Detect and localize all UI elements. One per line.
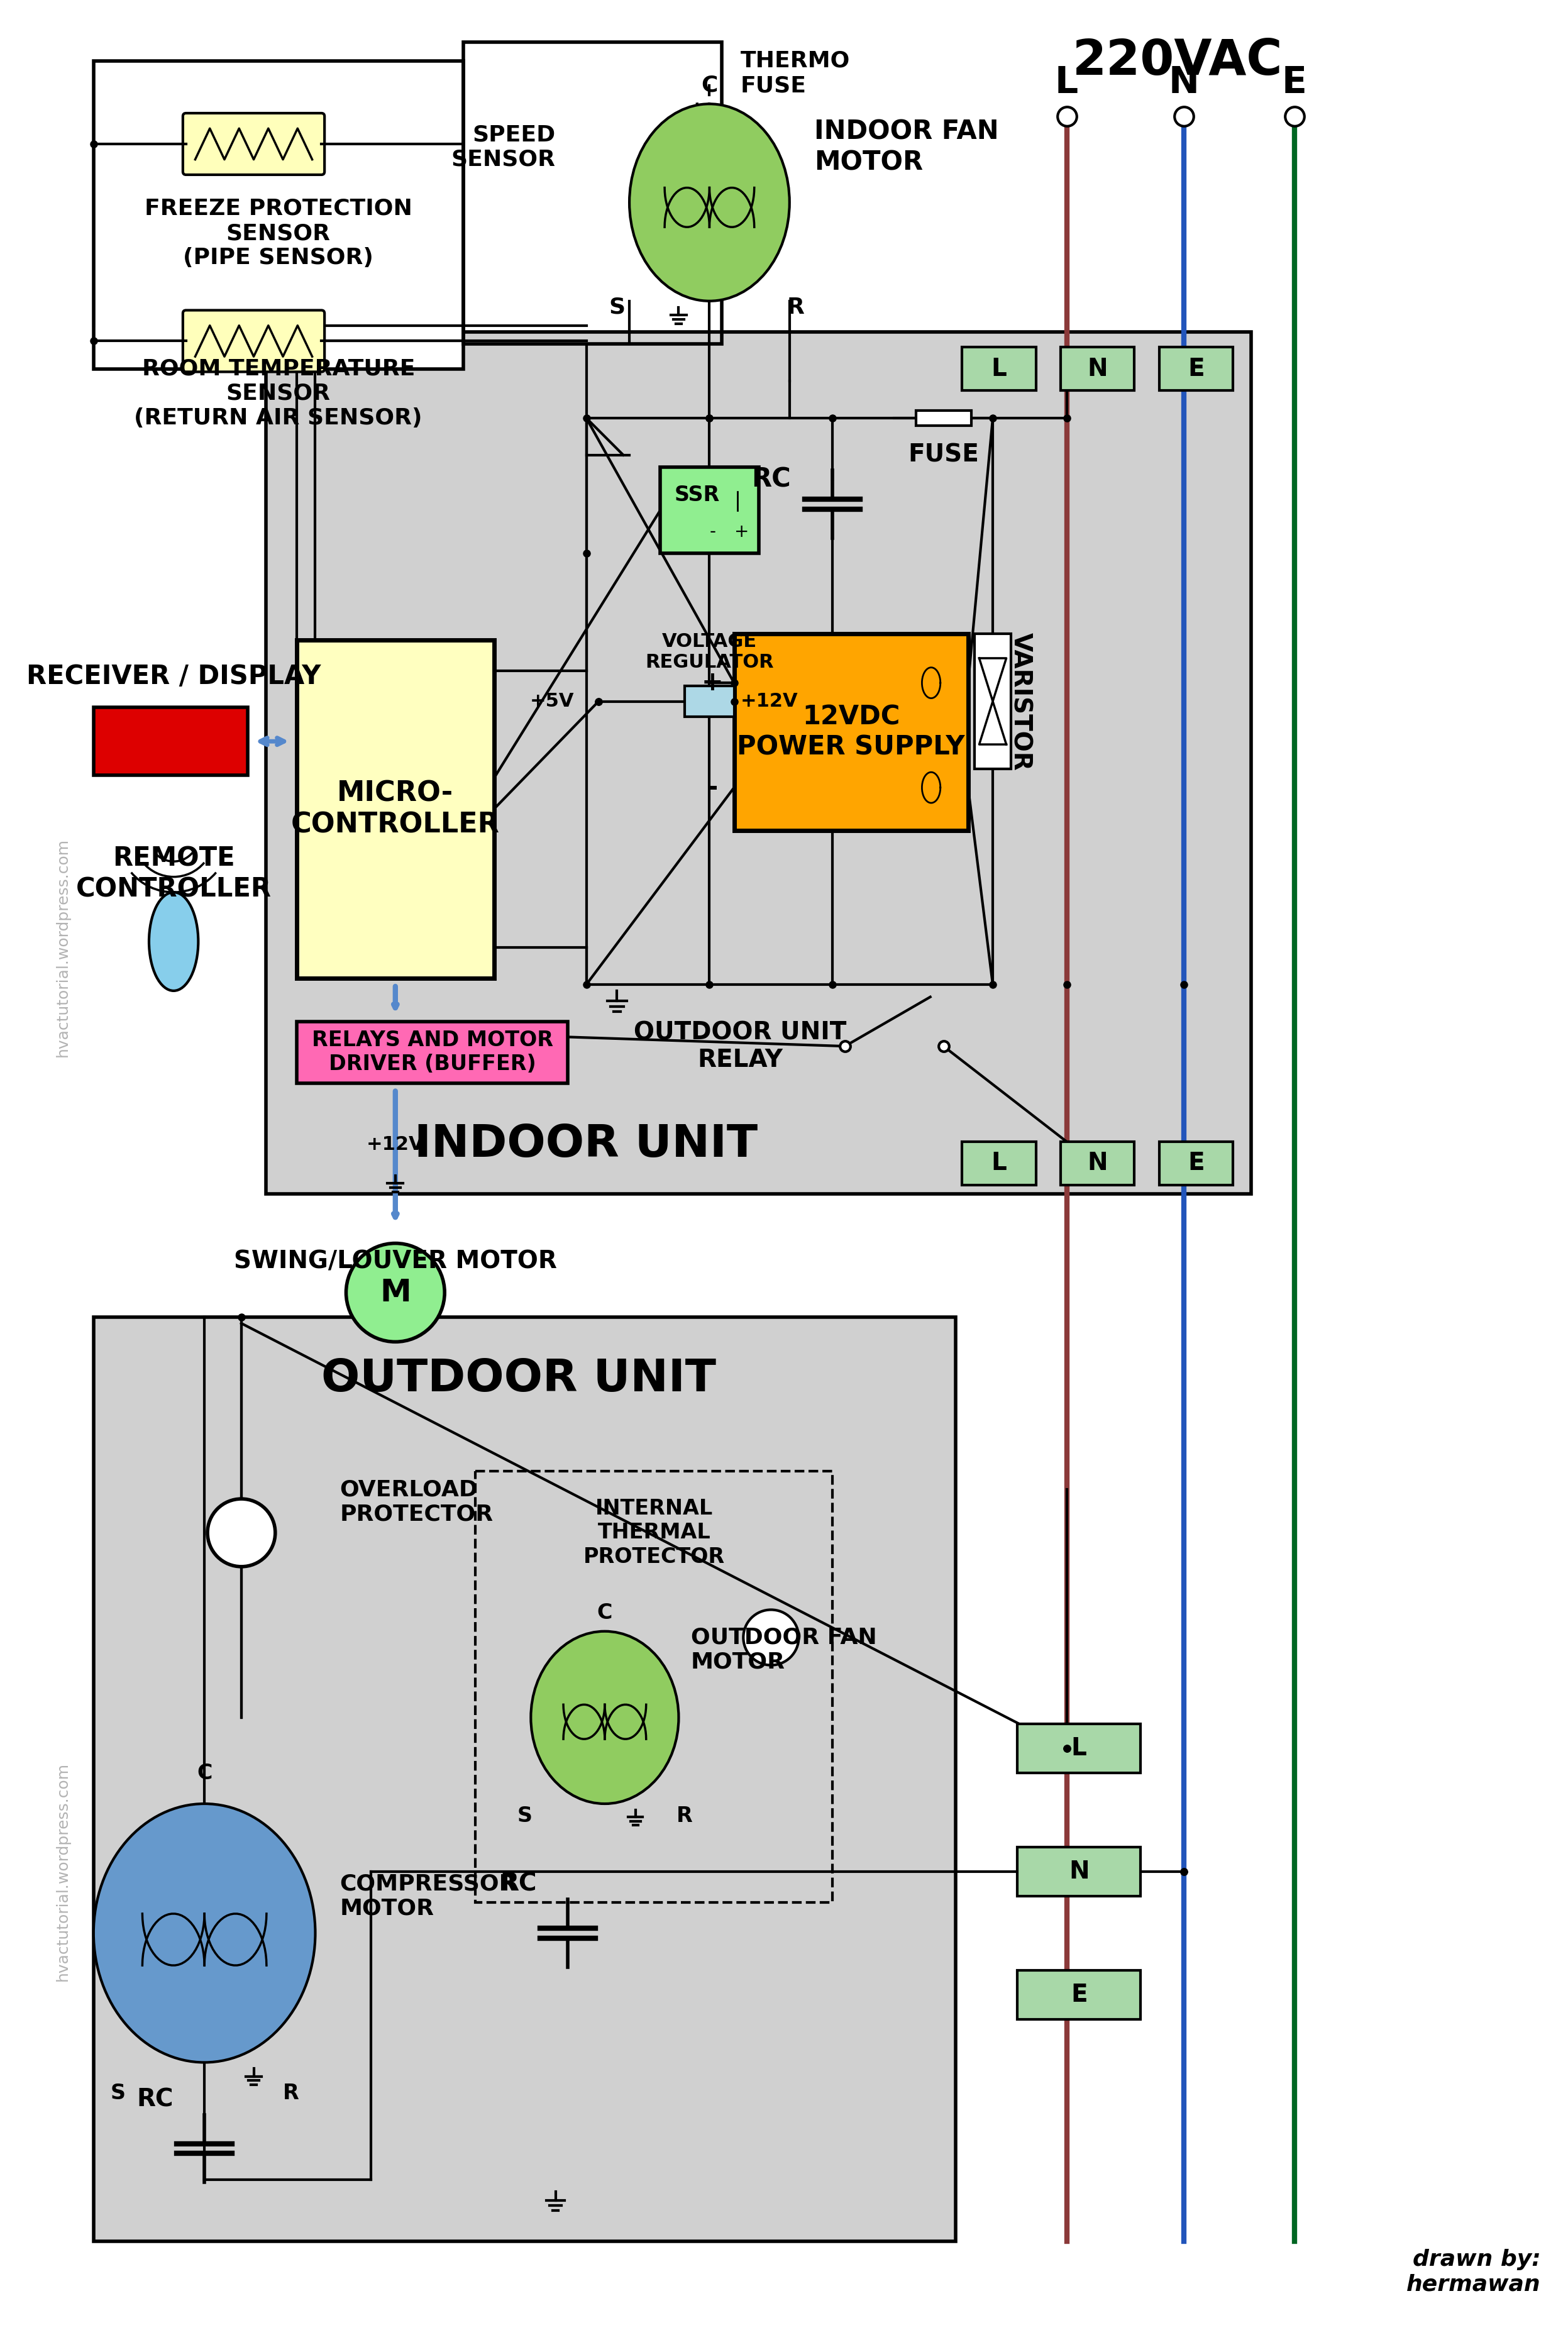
Text: OUTDOOR UNIT
RELAY: OUTDOOR UNIT RELAY bbox=[633, 1020, 847, 1072]
Text: S: S bbox=[111, 2083, 125, 2104]
Text: S: S bbox=[517, 1806, 532, 1828]
Text: E: E bbox=[1283, 66, 1308, 101]
Text: INTERNAL
THERMAL
PROTECTOR: INTERNAL THERMAL PROTECTOR bbox=[583, 1498, 724, 1568]
Bar bbox=[974, 634, 1011, 770]
Text: SPEED
SENSOR: SPEED SENSOR bbox=[452, 124, 555, 171]
Bar bbox=[961, 1142, 1036, 1184]
Text: R: R bbox=[677, 1806, 693, 1828]
Text: L: L bbox=[1055, 66, 1079, 101]
Text: R: R bbox=[282, 2083, 299, 2104]
Text: COMPRESSOR
MOTOR: COMPRESSOR MOTOR bbox=[340, 1872, 517, 1919]
Bar bbox=[94, 61, 463, 370]
Bar bbox=[94, 1317, 956, 2242]
FancyBboxPatch shape bbox=[183, 112, 325, 175]
Text: INDOOR FAN
MOTOR: INDOOR FAN MOTOR bbox=[814, 119, 999, 175]
Text: S: S bbox=[608, 297, 626, 318]
Bar bbox=[463, 42, 721, 344]
Text: E: E bbox=[1071, 1982, 1087, 2008]
Bar bbox=[734, 634, 967, 831]
Bar bbox=[961, 346, 1036, 391]
Text: +: + bbox=[701, 669, 723, 695]
Text: E: E bbox=[1187, 356, 1204, 381]
Bar bbox=[475, 1472, 833, 1902]
Text: R: R bbox=[787, 297, 804, 318]
Text: +5V: +5V bbox=[530, 693, 574, 711]
Text: SSR: SSR bbox=[674, 484, 720, 505]
FancyBboxPatch shape bbox=[183, 311, 325, 372]
Text: MICRO-
CONTROLLER: MICRO- CONTROLLER bbox=[292, 779, 500, 838]
Bar bbox=[1159, 1142, 1232, 1184]
Text: E: E bbox=[1187, 1151, 1204, 1175]
Bar bbox=[296, 639, 494, 978]
Text: C: C bbox=[701, 75, 718, 96]
Bar bbox=[1060, 346, 1134, 391]
Text: INDOOR UNIT: INDOOR UNIT bbox=[414, 1123, 757, 1165]
Bar bbox=[660, 468, 759, 555]
Bar bbox=[685, 686, 734, 716]
Bar bbox=[1018, 1846, 1140, 1895]
Text: RELAYS AND MOTOR
DRIVER (BUFFER): RELAYS AND MOTOR DRIVER (BUFFER) bbox=[312, 1030, 554, 1074]
Bar bbox=[1159, 346, 1232, 391]
Text: M: M bbox=[379, 1278, 411, 1308]
Text: L: L bbox=[991, 356, 1007, 381]
Text: drawn by:
hermawan: drawn by: hermawan bbox=[1406, 2249, 1541, 2296]
Text: OUTDOOR FAN
MOTOR: OUTDOOR FAN MOTOR bbox=[691, 1626, 877, 1673]
Text: L: L bbox=[1071, 1736, 1087, 1760]
Bar bbox=[1018, 1725, 1140, 1774]
Text: N: N bbox=[1087, 356, 1107, 381]
Circle shape bbox=[207, 1500, 276, 1565]
Text: VARISTOR: VARISTOR bbox=[1008, 632, 1032, 770]
Ellipse shape bbox=[94, 1804, 315, 2062]
Text: VOLTAGE
REGULATOR: VOLTAGE REGULATOR bbox=[644, 632, 773, 672]
Bar bbox=[267, 332, 1251, 1193]
Text: RC: RC bbox=[751, 466, 790, 494]
Text: RECEIVER / DISPLAY: RECEIVER / DISPLAY bbox=[27, 665, 321, 690]
Text: ROOM TEMPERATURE
SENSOR
(RETURN AIR SENSOR): ROOM TEMPERATURE SENSOR (RETURN AIR SENS… bbox=[135, 358, 422, 428]
Text: RC: RC bbox=[136, 2087, 174, 2111]
Text: THERMO
FUSE: THERMO FUSE bbox=[740, 49, 850, 96]
Text: -: - bbox=[707, 775, 718, 800]
Text: 12VDC
POWER SUPPLY: 12VDC POWER SUPPLY bbox=[737, 704, 964, 760]
Circle shape bbox=[347, 1243, 445, 1341]
Text: +12V: +12V bbox=[740, 693, 798, 711]
Text: N: N bbox=[1168, 66, 1200, 101]
Text: N: N bbox=[1087, 1151, 1107, 1175]
Ellipse shape bbox=[629, 103, 790, 302]
Text: OVERLOAD
PROTECTOR: OVERLOAD PROTECTOR bbox=[340, 1479, 494, 1526]
Bar bbox=[1018, 1970, 1140, 2019]
Bar bbox=[916, 409, 971, 426]
Ellipse shape bbox=[532, 1631, 679, 1804]
Text: 220VAC: 220VAC bbox=[1073, 37, 1283, 84]
Text: OUTDOOR UNIT: OUTDOOR UNIT bbox=[321, 1357, 717, 1399]
Text: +12V: +12V bbox=[367, 1135, 425, 1154]
Text: -: - bbox=[709, 524, 715, 541]
Text: SWING/LOUVER MOTOR: SWING/LOUVER MOTOR bbox=[234, 1250, 557, 1273]
Text: N: N bbox=[1069, 1860, 1090, 1884]
Circle shape bbox=[743, 1610, 798, 1666]
Ellipse shape bbox=[149, 892, 198, 990]
Text: +: + bbox=[734, 524, 750, 541]
Bar bbox=[94, 707, 248, 775]
Text: L: L bbox=[991, 1151, 1007, 1175]
Text: FREEZE PROTECTION
SENSOR
(PIPE SENSOR): FREEZE PROTECTION SENSOR (PIPE SENSOR) bbox=[144, 199, 412, 269]
Text: hvactutorial.wordpress.com: hvactutorial.wordpress.com bbox=[55, 838, 71, 1058]
Text: RC: RC bbox=[500, 1872, 536, 1895]
Bar bbox=[1060, 1142, 1134, 1184]
Text: C: C bbox=[597, 1603, 613, 1624]
Bar bbox=[296, 1023, 568, 1083]
Text: hvactutorial.wordpress.com: hvactutorial.wordpress.com bbox=[55, 1762, 71, 1982]
Text: FUSE: FUSE bbox=[908, 442, 978, 468]
Text: C: C bbox=[196, 1762, 212, 1783]
Text: REMOTE
CONTROLLER: REMOTE CONTROLLER bbox=[75, 845, 271, 903]
